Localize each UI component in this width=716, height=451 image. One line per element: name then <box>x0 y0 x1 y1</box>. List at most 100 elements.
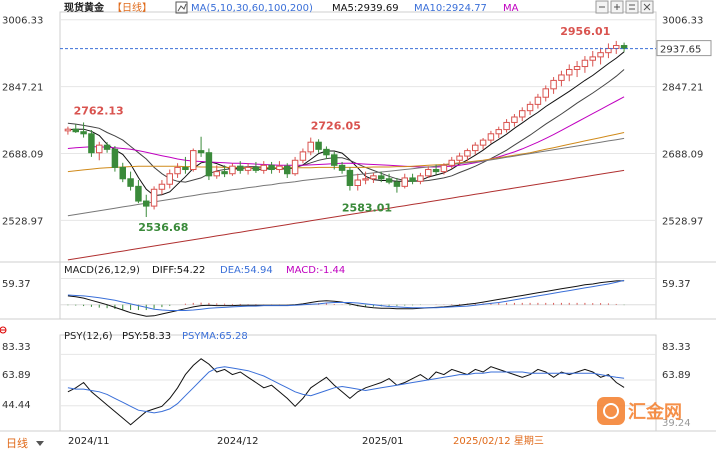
candle-body <box>299 151 307 161</box>
candle-body <box>440 164 448 173</box>
macd-dea: DEA:54.94 <box>220 265 273 276</box>
candle-body <box>119 166 126 180</box>
price-ytick-right: 2528.97 <box>662 216 703 227</box>
y-ticks: 3006.33 3006.33 2847.21 2847.21 2688.09 2688.… <box>2 16 703 228</box>
candle-body <box>605 47 612 54</box>
candle-body <box>205 152 213 177</box>
candles <box>64 40 628 218</box>
candle-body <box>237 165 244 171</box>
ma-more: MA <box>503 3 519 14</box>
candle-body <box>284 165 291 175</box>
ma-line-ma200 <box>67 169 625 261</box>
candle-body <box>331 154 338 166</box>
candle-body <box>276 165 283 171</box>
last-price-label: 2937.65 <box>660 45 701 56</box>
candle-body <box>425 169 432 177</box>
close-icon[interactable] <box>640 0 654 14</box>
candle-body <box>315 141 322 150</box>
candle-body <box>323 148 330 156</box>
candle-body <box>495 129 502 135</box>
period-button[interactable]: 日线 <box>6 436 44 450</box>
price-ytick-right: 2847.21 <box>662 83 703 94</box>
ma-label: MA(5,10,30,60,100,200) <box>191 3 313 14</box>
ma-line-ma60 <box>67 132 625 173</box>
psy-ytick: 63.89 <box>2 370 31 381</box>
period-label: 【日线】 <box>112 1 152 14</box>
macd-line-diff <box>67 280 625 317</box>
price-annotations: 2762.13 2536.68 2726.05 2583.01 2956.01 <box>74 25 611 234</box>
macd-diff: DIFF:54.22 <box>152 265 205 276</box>
date-label: 2024/11 <box>68 436 110 447</box>
candle-body <box>472 144 479 152</box>
candle-body <box>143 200 150 207</box>
psy-ytick-right: 63.89 <box>662 370 691 381</box>
macd-ytick-right: 59.37 <box>662 279 691 290</box>
macd-plot <box>60 277 656 317</box>
minus-icon[interactable] <box>595 0 609 14</box>
candle-body <box>378 175 385 180</box>
svg-text:日线: 日线 <box>6 436 28 450</box>
candle-body <box>581 59 589 68</box>
candle-body <box>417 175 424 182</box>
candle-body <box>362 178 369 181</box>
candle-body <box>111 148 119 168</box>
ma-line-ma5 <box>67 51 625 197</box>
price-annotation: 2536.68 <box>138 221 188 234</box>
candle-body <box>221 171 228 175</box>
date-label: 2025/01 <box>362 436 404 447</box>
ma5-value: MA5:2939.69 <box>332 3 399 14</box>
candle-body <box>385 178 393 183</box>
candle-body <box>503 121 510 131</box>
candle-body <box>213 171 220 177</box>
candle-body <box>174 166 181 175</box>
candle-body <box>401 177 408 187</box>
candle-body <box>487 133 495 141</box>
candle-body <box>88 133 95 154</box>
candle-body <box>260 164 267 171</box>
settings-icon[interactable] <box>625 0 639 14</box>
candle-body <box>370 175 377 180</box>
candle-body <box>519 110 526 118</box>
candle-body <box>197 150 205 154</box>
ma-lines <box>67 51 625 261</box>
ma-line-ma100 <box>67 137 625 217</box>
psy-line-psy <box>67 358 625 426</box>
current-date: 2025/02/12 星期三 <box>453 435 544 447</box>
candle-body <box>244 166 252 171</box>
candle-body <box>448 159 455 166</box>
candle-body <box>409 177 416 182</box>
price-ytick-left: 2528.97 <box>2 216 43 227</box>
candle-body <box>573 66 581 70</box>
candle-body <box>268 164 275 171</box>
ma-line-ma30 <box>67 96 625 168</box>
watermark-text: 汇金网 <box>628 401 682 423</box>
psy-value: PSY:58.33 <box>122 331 171 342</box>
candle-body <box>182 166 189 171</box>
candle-body <box>534 96 542 105</box>
candle-body <box>166 173 173 185</box>
price-ytick-left: 3006.33 <box>2 16 43 27</box>
candle-body <box>464 150 471 157</box>
candle-body <box>393 181 401 187</box>
chart-type-icon[interactable] <box>175 1 188 14</box>
price-ytick-left: 2847.21 <box>2 83 43 94</box>
candle-body <box>338 164 346 171</box>
candle-body <box>597 52 604 58</box>
psyma-value: PSYMA:65.28 <box>182 331 248 342</box>
candle-body <box>620 45 628 49</box>
plus-icon[interactable] <box>610 0 624 14</box>
psy-ytick: 44.44 <box>2 400 31 411</box>
candle-body <box>432 169 440 173</box>
psy-extra-right: 39.24 <box>662 418 691 429</box>
price-annotation: 2762.13 <box>74 104 124 117</box>
psy-plot <box>60 353 656 426</box>
candle-body <box>566 68 573 76</box>
candle-body <box>354 179 361 186</box>
candle-body <box>80 131 87 135</box>
price-ytick-left: 2688.09 <box>2 150 43 161</box>
price-annotation: 2583.01 <box>342 202 392 215</box>
psy-line-psyma <box>67 366 625 414</box>
candle-body <box>64 128 72 132</box>
